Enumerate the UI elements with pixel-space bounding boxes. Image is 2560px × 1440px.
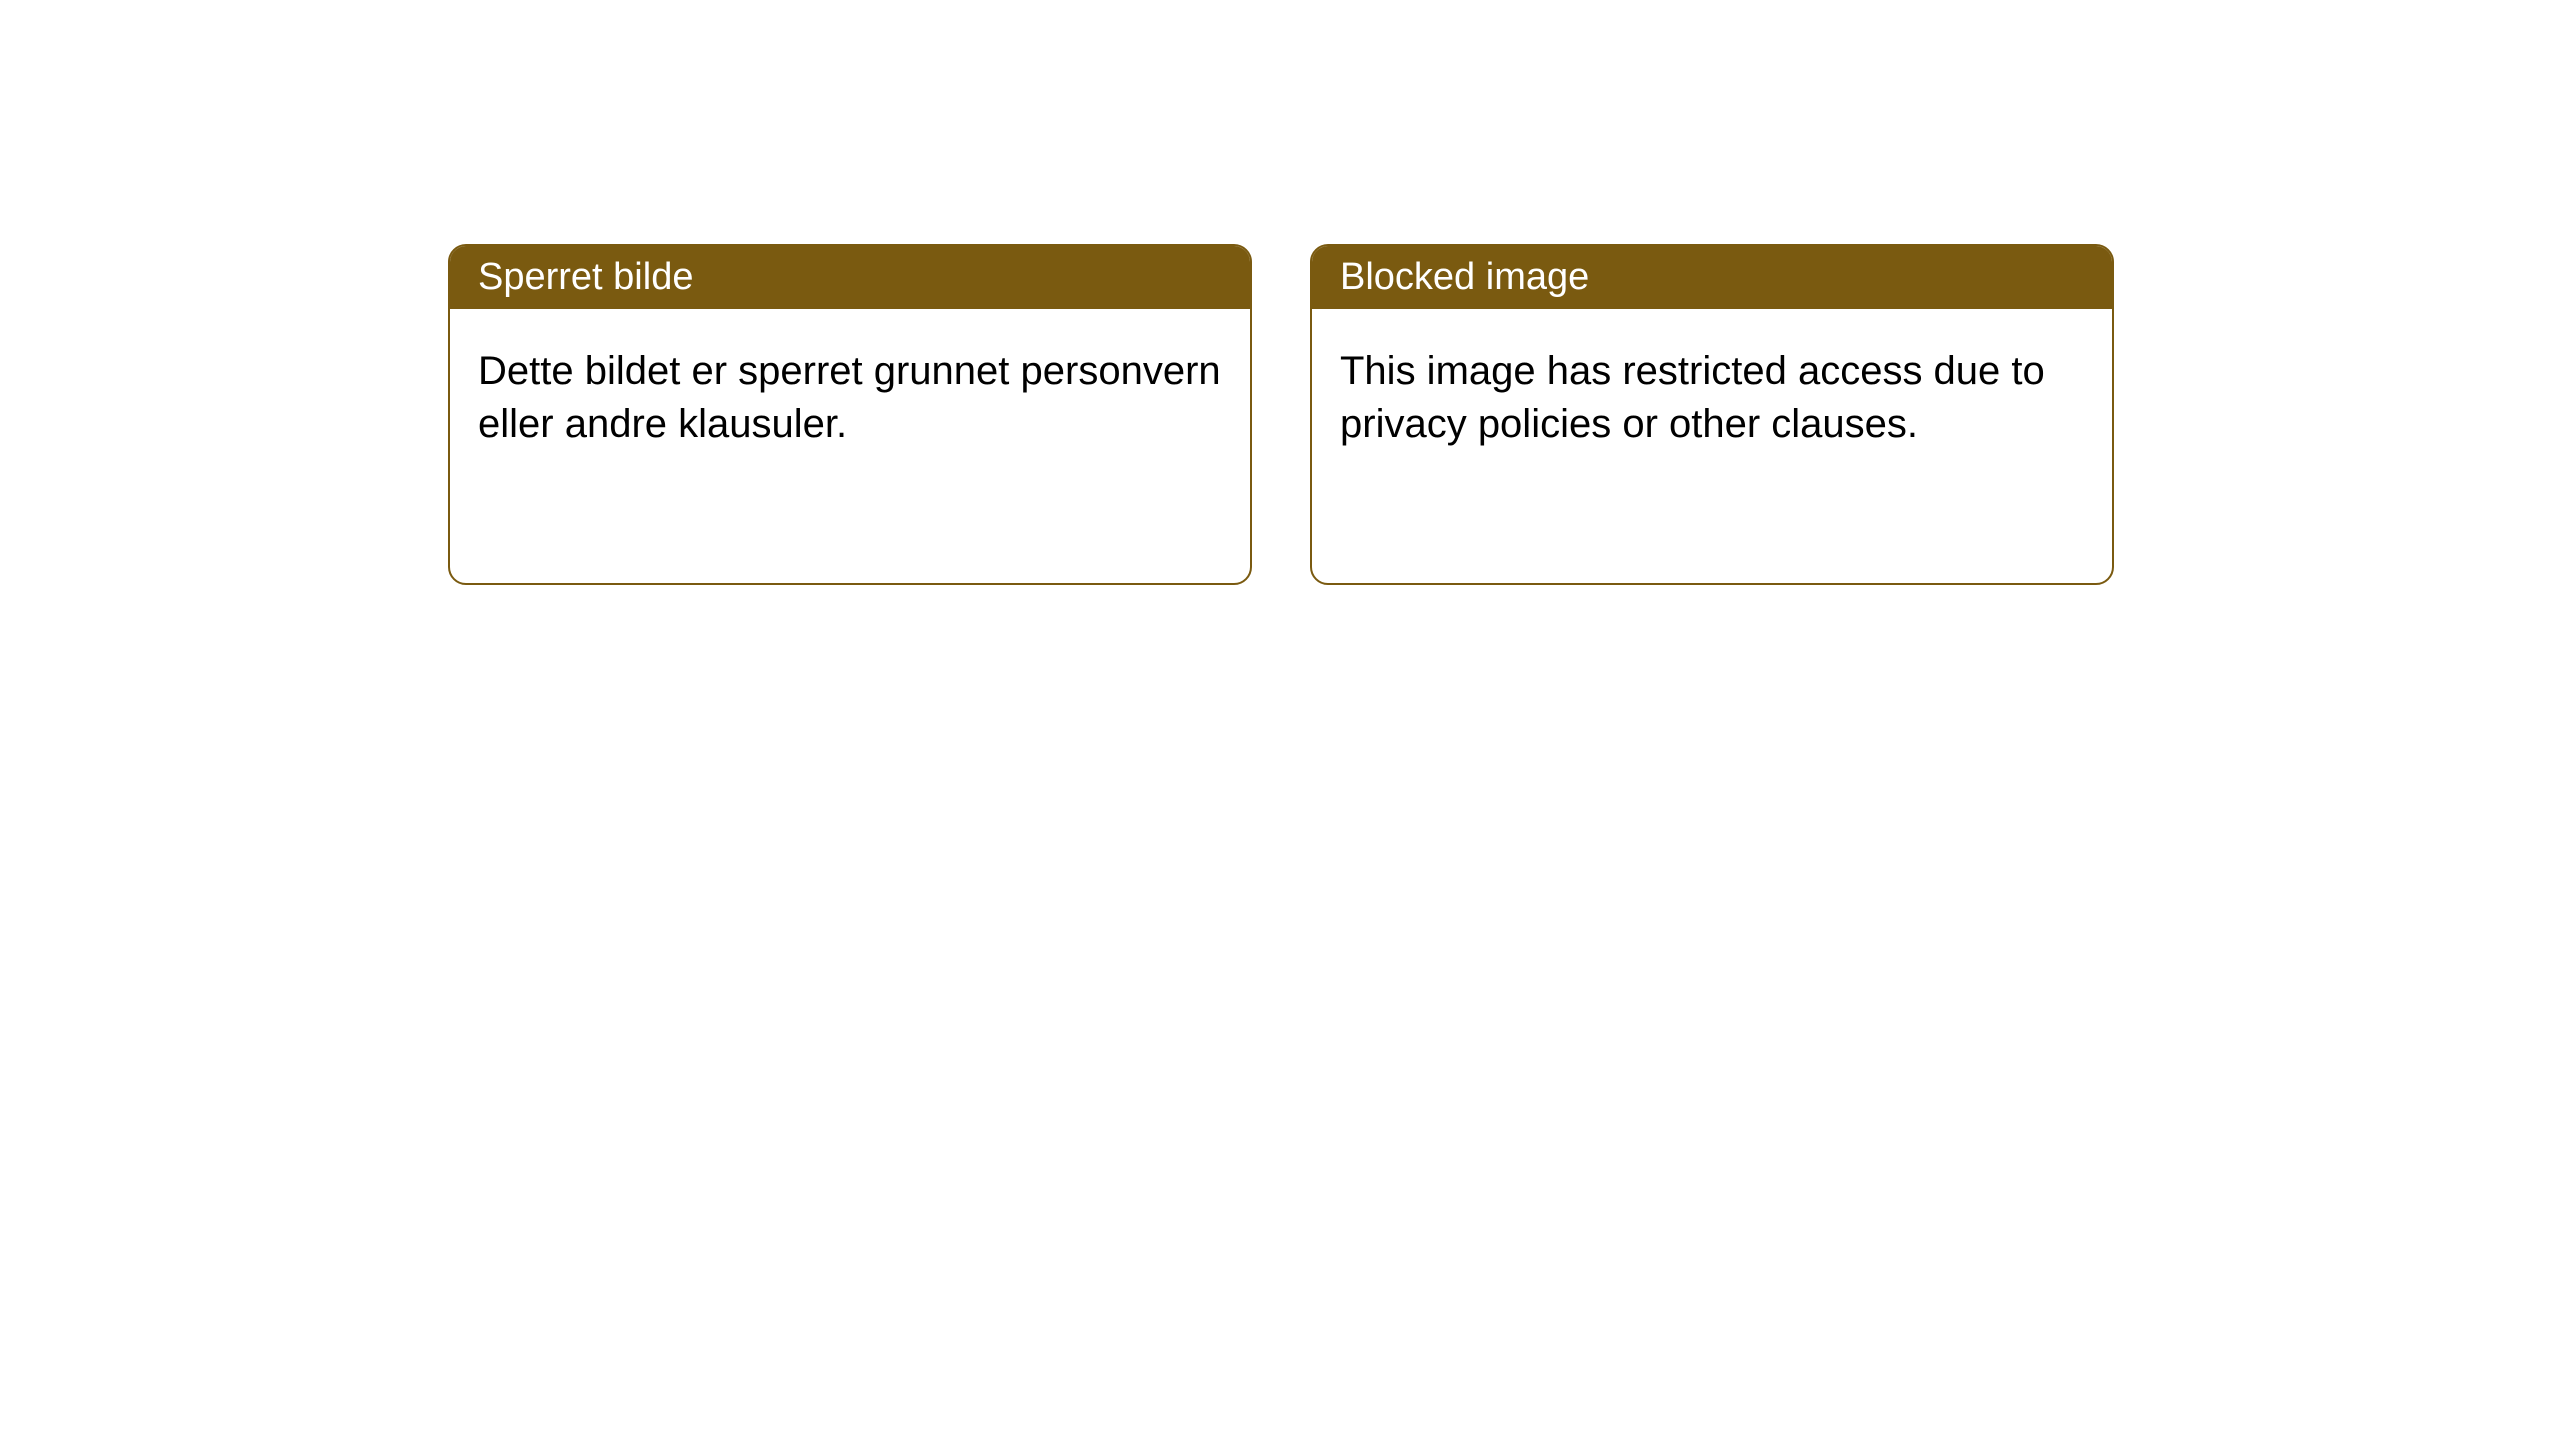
card-body-text: This image has restricted access due to … bbox=[1340, 349, 2045, 446]
card-header: Sperret bilde bbox=[450, 246, 1250, 309]
card-title: Sperret bilde bbox=[478, 256, 693, 298]
card-title: Blocked image bbox=[1340, 256, 1589, 298]
card-header: Blocked image bbox=[1312, 246, 2112, 309]
card-body: This image has restricted access due to … bbox=[1312, 309, 2112, 583]
card-body-text: Dette bildet er sperret grunnet personve… bbox=[478, 349, 1221, 446]
blocked-image-card-no: Sperret bilde Dette bildet er sperret gr… bbox=[448, 244, 1252, 585]
card-body: Dette bildet er sperret grunnet personve… bbox=[450, 309, 1250, 583]
notice-cards-container: Sperret bilde Dette bildet er sperret gr… bbox=[0, 0, 2560, 585]
blocked-image-card-en: Blocked image This image has restricted … bbox=[1310, 244, 2114, 585]
